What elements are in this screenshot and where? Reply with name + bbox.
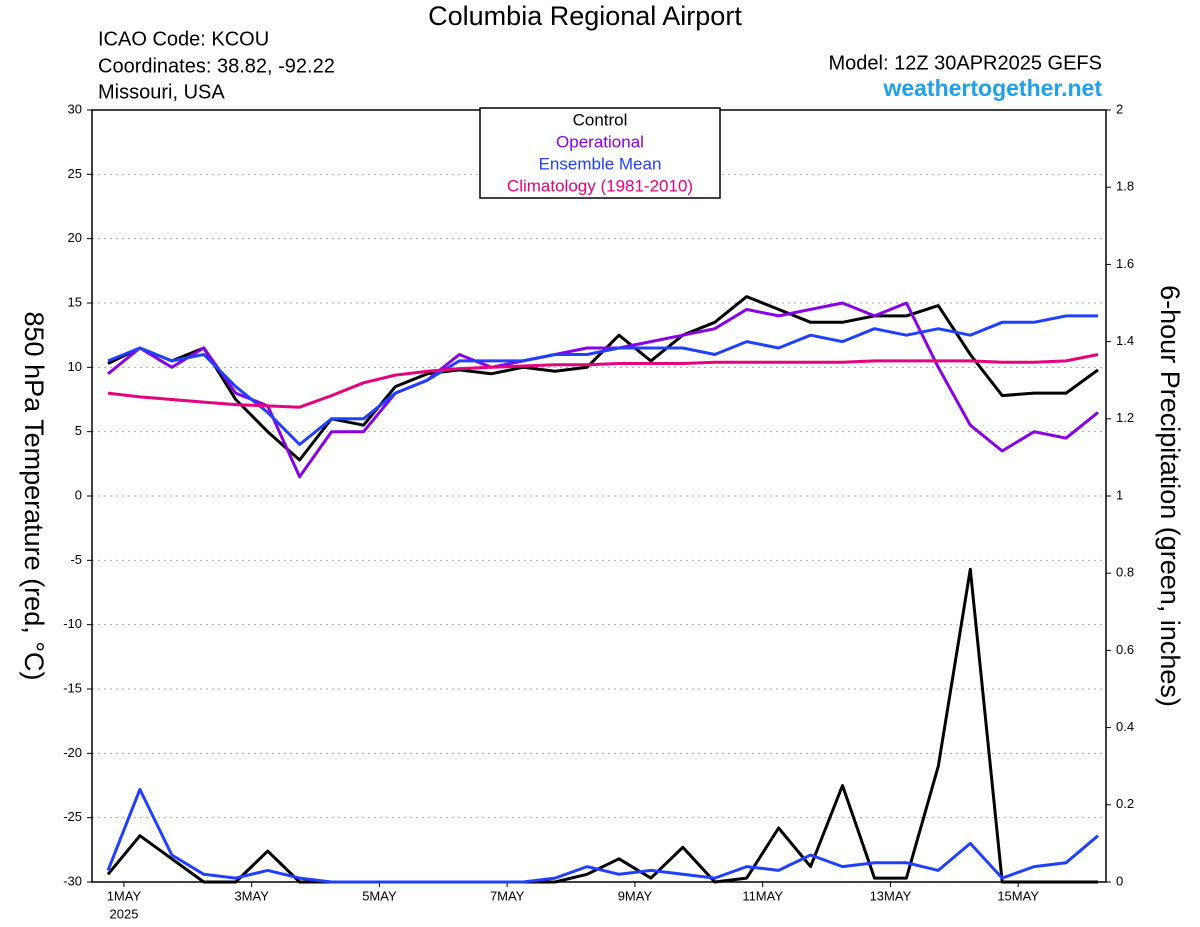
year-label: 2025 <box>110 906 139 921</box>
y2-tick-label: 0.4 <box>1116 719 1134 734</box>
plot-frame <box>91 109 1107 883</box>
series-line <box>107 353 1099 409</box>
legend-box <box>479 107 721 199</box>
x-tick-label: 5MAY <box>362 888 397 903</box>
series-line <box>107 301 1099 479</box>
y-tick-label: 30 <box>68 101 82 116</box>
y2-tick-label: 0.2 <box>1116 796 1134 811</box>
legend-entry: Climatology (1981-2010) <box>507 176 693 195</box>
y2-tick-label: 1.8 <box>1116 179 1134 194</box>
y-tick-label: -10 <box>63 616 82 631</box>
y2-tick-label: 0 <box>1116 873 1123 888</box>
y-tick-label: -25 <box>63 809 82 824</box>
series-line <box>107 295 1099 462</box>
info-line: Coordinates: 38.82, -92.22 <box>98 55 335 77</box>
x-tick-label: 11MAY <box>742 888 783 903</box>
y2-tick-label: 0.8 <box>1116 565 1134 580</box>
y2-tick-label: 1.6 <box>1116 256 1134 271</box>
series-line <box>106 787 1099 884</box>
x-tick-label: 15MAY <box>997 888 1039 903</box>
legend-entry: Ensemble Mean <box>539 154 662 173</box>
y-tick-label: 20 <box>68 230 82 245</box>
x-tick-label: 7MAY <box>490 888 525 903</box>
chart-title: Columbia Regional Airport <box>428 1 742 31</box>
y-tick-label: -5 <box>70 552 82 567</box>
y-tick-label: 15 <box>68 294 82 309</box>
y2-tick-label: 1.2 <box>1116 410 1134 425</box>
y-tick-label: -30 <box>63 873 82 888</box>
y-tick-label: 5 <box>75 423 82 438</box>
x-tick-label: 3MAY <box>234 888 269 903</box>
y-tick-label: 0 <box>75 487 82 502</box>
legend-entry: Control <box>573 110 628 129</box>
series-line <box>107 314 1098 446</box>
y-tick-label: 10 <box>68 359 82 374</box>
model-label: Model: 12Z 30APR2025 GEFS <box>829 52 1102 74</box>
x-tick-label: 1MAY <box>107 888 142 903</box>
y-tick-label: 25 <box>68 166 82 181</box>
y2-tick-label: 2 <box>1116 101 1123 116</box>
y-tick-label: -15 <box>63 680 82 695</box>
y-axis-label: 850 hPa Temperature (red, °C) <box>19 312 49 681</box>
info-line: Missouri, USA <box>98 81 225 103</box>
site-label: weathertogether.net <box>882 75 1102 101</box>
y-tick-label: -20 <box>63 745 82 760</box>
x-tick-label: 13MAY <box>870 888 912 903</box>
legend-entry: Operational <box>556 132 644 151</box>
series-line <box>106 567 1098 884</box>
y2-tick-label: 0.6 <box>1116 642 1134 657</box>
y2-axis-label: 6-hour Precipitation (green, inches) <box>1155 285 1185 707</box>
info-line: ICAO Code: KCOU <box>98 28 269 50</box>
y2-tick-label: 1 <box>1116 487 1123 502</box>
x-tick-label: 9MAY <box>618 888 653 903</box>
y2-tick-label: 1.4 <box>1116 333 1134 348</box>
